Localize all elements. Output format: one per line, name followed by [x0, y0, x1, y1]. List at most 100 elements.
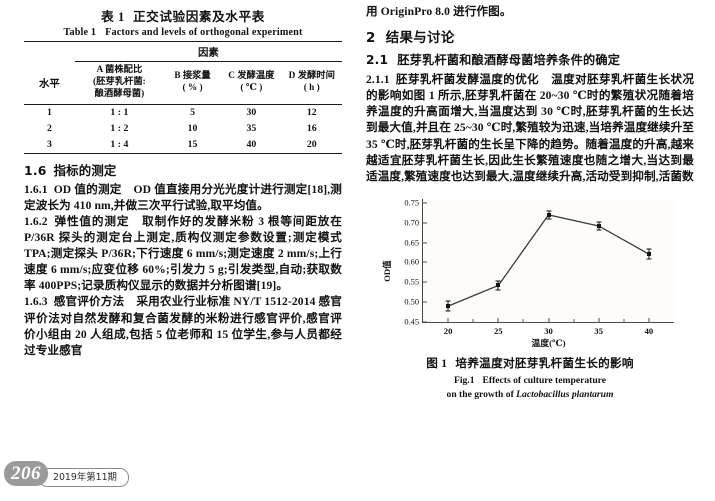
table-row: 3 1 : 4 15 40 20 — [24, 136, 342, 154]
chart-x-minor-tick — [522, 319, 524, 322]
chart-error-bar-cap — [596, 221, 602, 223]
paragraph-2-1-1-number: 2.1.1 — [366, 73, 390, 87]
row2-b: 10 — [187, 123, 198, 135]
chart-y-tick-label: 0.55 — [404, 277, 419, 287]
table-group-header-row: 因素 — [24, 41, 342, 62]
figure-caption-english-number: Fig.1 — [453, 374, 475, 386]
row1-a: 1 : 1 — [74, 103, 164, 121]
figure-caption-chinese-text: 培养温度对胚芽乳杆菌生长的影响 — [455, 356, 634, 370]
chart-error-bar-cap — [646, 258, 652, 260]
section-1-6-title: 指标的测定 — [53, 162, 117, 178]
figure-caption-english-line2: on the growth of Lactobacillus plantarum — [366, 388, 694, 402]
chart-data-point — [646, 252, 651, 257]
table-header-col-a: A 菌株配比 (胚芽乳杆菌: 酿酒酵母菌) — [75, 62, 164, 105]
table-caption-english: Table 1 Factors and levels of orthogonal … — [24, 27, 342, 38]
chart-error-bar-cap — [546, 210, 551, 212]
section-2-1-title: 胚芽乳杆菌和酿酒酵母菌培养条件的确定 — [397, 53, 621, 68]
chart-x-tick-mark — [447, 317, 449, 322]
chart-x-tick-label: 40 — [644, 325, 654, 336]
table-header-col-b: B 接浆量 ( % ) — [164, 62, 221, 105]
figure-caption-species-name: Lactobacillus plantarum — [516, 388, 614, 400]
section-2-title: 结果与讨论 — [385, 31, 455, 47]
chart-y-tick-label: 0.45 — [404, 317, 419, 327]
chart-data-point — [546, 212, 551, 217]
left-column: 表 1 正交试验因素及水平表 Table 1 Factors and levels … — [24, 4, 342, 359]
chart-x-tick-label: 20 — [443, 325, 453, 336]
table-caption-english-number: Table 1 — [63, 27, 97, 38]
chart-plot-area: 温度(℃) 0.45 0.50 0.55 0.60 0.65 0.70 0.75 20 25 30… — [404, 198, 674, 348]
section-heading-2: 2 结果与讨论 — [366, 26, 694, 46]
row1-d: 12 — [281, 103, 342, 121]
right-column: 用 OriginPro 8.0 进行作图。 2 结果与讨论 2.1 胚芽乳杆菌和酿酒… — [366, 4, 694, 402]
chart-x-tick-mark — [497, 317, 499, 322]
paragraph-1-6-3: 1.6.3 感官评价方法 采用农业行业标准 NY/T 1512-2014 感官评价法… — [24, 294, 342, 358]
section-2-1-number: 2.1 — [366, 53, 389, 68]
table-caption-chinese-number: 表 1 — [101, 10, 125, 24]
page-footer: 2019年第11期 206 — [0, 461, 715, 495]
chart-x-tick-mark — [548, 317, 549, 322]
chart-y-axis-label: OD值 — [381, 260, 392, 282]
figure-caption-english-prefix: on the growth of — [446, 388, 517, 400]
paragraph-1-6-2-body: 取制作好的发酵米粉 3 根等间距放在 P/36R 探头的测定台上测定,质构仪测定… — [24, 214, 342, 293]
row3-b: 15 — [163, 136, 222, 154]
paragraph-1-6-3-body: 采用农业行业标准 NY/T 1512-2014 感官评价法对自然发酵和复合菌发酵… — [24, 295, 342, 357]
table-caption-chinese-text: 正交试验因素及水平表 — [132, 10, 265, 24]
chart-container: OD值 温度(℃) 0.45 0.50 0.55 0.60 0.65 0.70 0.75 20… — [381, 195, 682, 348]
paragraph-1-6-1-body: OD 值直接用分光光度计进行测定[18],测定波长为 410 nm,并做三次平行… — [24, 182, 342, 212]
chart-y-tick-mark — [423, 202, 427, 204]
paragraph-1-6-2: 1.6.2 弹性值的测定 取制作好的发酵米粉 3 根等间距放在 P/36R 探头的测… — [24, 214, 342, 295]
chart-error-bar-cap — [546, 218, 551, 220]
paragraph-1-6-2-number: 1.6.2 — [24, 214, 48, 228]
figure-caption-chinese: 图 1 培养温度对胚芽乳杆菌生长的影响 — [366, 355, 694, 371]
table-row: 1 1 : 1 5 30 12 — [24, 103, 342, 121]
col-a-line2: (胚芽乳杆菌: — [93, 76, 146, 87]
chart-error-bar-cap — [596, 229, 602, 231]
row1-c: 30 — [221, 103, 282, 121]
col-c-line2: ( ℃ ) — [240, 82, 263, 93]
page-number-badge: 206 — [4, 461, 48, 486]
col-b-line1: B 接浆量 — [174, 70, 211, 81]
chart-y-tick-mark — [423, 222, 427, 224]
col-d-line2: ( h ) — [303, 82, 320, 93]
chart-x-minor-tick — [472, 319, 474, 322]
row2-d: 16 — [306, 123, 317, 135]
chart-y-tick-mark — [423, 301, 427, 303]
table-header-level: 水平 — [39, 79, 60, 91]
table-corner-cell — [24, 41, 75, 62]
chart-x-tick-label: 30 — [544, 325, 553, 336]
chart-x-tick-mark — [598, 317, 600, 322]
table-column-header-row: 水平 A 菌株配比 (胚芽乳杆菌: 酿酒酵母菌) B 接浆量 ( % ) C 发… — [24, 62, 342, 105]
figure-caption-english: Fig.1 Effects of culture temperature on t… — [366, 374, 694, 402]
section-1-6-number: 1.6 — [24, 162, 47, 178]
chart-y-tick-label: 0.65 — [404, 238, 419, 248]
row3-a: 1 : 4 — [74, 136, 164, 154]
chart-y-tick-label: 0.50 — [404, 297, 419, 307]
chart-data-point — [596, 223, 601, 228]
col-d-line1: D 发酵时间 — [288, 70, 335, 81]
col-c-line1: C 发酵温度 — [228, 70, 275, 81]
chart-x-tick-label: 25 — [494, 325, 503, 336]
paragraph-2-1-1: 2.1.1 胚芽乳杆菌发酵温度的优化 温度对胚芽乳杆菌生长状况的影响如图 1 所示,… — [366, 72, 694, 185]
chart-y-tick-mark — [423, 281, 427, 283]
figure-caption-english-line1: Fig.1 Effects of culture temperature — [366, 374, 694, 388]
issue-badge: 2019年第11期 — [38, 468, 129, 487]
chart-y-tick-label: 0.75 — [404, 198, 419, 208]
chart-error-bar-cap — [445, 300, 451, 302]
table-caption-chinese: 表 1 正交试验因素及水平表 — [24, 6, 342, 25]
row3-level: 3 — [24, 136, 75, 154]
row2-c: 35 — [246, 123, 257, 135]
chart-x-tick-label: 35 — [594, 325, 603, 336]
section-heading-2-1: 2.1 胚芽乳杆菌和酿酒酵母菌培养条件的确定 — [366, 50, 694, 68]
row1-b: 5 — [163, 103, 222, 121]
table-group-header-factors: 因素 — [74, 41, 342, 62]
chart-x-minor-tick — [573, 319, 575, 322]
figure-caption-english-text: Effects of culture temperature — [482, 374, 607, 386]
chart-error-bar-cap — [495, 289, 501, 291]
chart-x-tick-mark — [648, 317, 650, 322]
section-2-number: 2 — [366, 31, 376, 47]
col-a-line3: 酿酒酵母菌) — [94, 88, 145, 99]
figure-caption-chinese-number: 图 1 — [426, 356, 448, 370]
row1-level: 1 — [24, 103, 75, 121]
paragraph-1-6-1-number: 1.6.1 — [24, 182, 48, 196]
paragraph-1-6-1-title: OD 值的测定 — [53, 182, 122, 196]
